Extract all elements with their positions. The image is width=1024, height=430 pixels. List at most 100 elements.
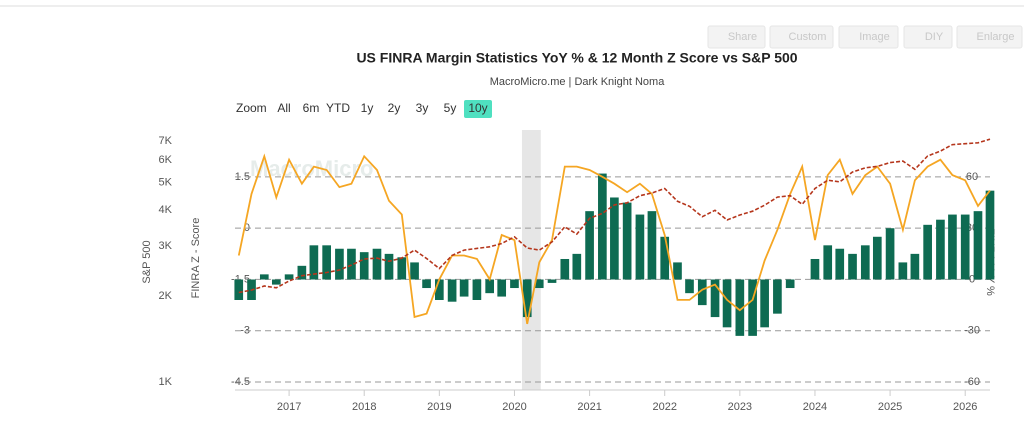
- x-tick-label: 2019: [427, 401, 451, 413]
- bar: [472, 279, 482, 300]
- bar: [748, 279, 757, 336]
- bar: [598, 173, 607, 280]
- bar: [547, 279, 557, 283]
- bar: [898, 262, 908, 280]
- y-tick-label: 7K: [159, 135, 173, 147]
- bar: [585, 211, 594, 280]
- bar: [459, 279, 469, 297]
- bar: [647, 211, 657, 280]
- bar: [948, 214, 957, 280]
- toolbar-label[interactable]: Image: [859, 31, 890, 43]
- x-tick-label: 2017: [277, 401, 301, 413]
- bar: [685, 279, 694, 294]
- toolbar-button[interactable]: [956, 25, 1023, 49]
- range-button-active[interactable]: [464, 100, 492, 118]
- range-button[interactable]: YTD: [326, 101, 350, 115]
- bar: [447, 279, 457, 302]
- x-tick-label: 2023: [728, 401, 752, 413]
- bar: [823, 245, 833, 280]
- x-tick-label: 2021: [577, 401, 601, 413]
- bar: [785, 279, 795, 289]
- bar: [347, 248, 356, 280]
- bar: [284, 274, 294, 280]
- x-tick-label: 2020: [502, 401, 526, 413]
- x-tick-label: 2022: [652, 401, 676, 413]
- bar: [635, 214, 645, 280]
- toolbar-label[interactable]: DIY: [925, 31, 944, 43]
- y-tick-label: 3K: [159, 240, 173, 252]
- chart-title: US FINRA Margin Statistics YoY % & 12 Mo…: [356, 50, 797, 66]
- bar: [848, 253, 857, 280]
- bar: [335, 248, 344, 280]
- bar: [259, 274, 269, 280]
- bar: [372, 248, 382, 280]
- bar: [234, 279, 244, 300]
- y2-tick-label: -30: [964, 325, 980, 337]
- bar: [560, 258, 570, 280]
- y-tick-label: 6K: [159, 154, 173, 166]
- bar: [697, 279, 707, 306]
- bar: [435, 279, 444, 300]
- toolbar-button[interactable]: [838, 25, 899, 49]
- bar: [660, 236, 670, 280]
- toolbar-button[interactable]: [769, 25, 834, 49]
- x-tick-label: 2018: [352, 401, 376, 413]
- bar: [410, 262, 419, 280]
- bar: [936, 219, 945, 280]
- bar: [860, 245, 870, 280]
- toolbar-label[interactable]: Share: [728, 31, 757, 43]
- y2-tick-label: 0: [969, 273, 975, 285]
- bar: [522, 279, 532, 318]
- y2-tick-label: -60: [964, 376, 980, 388]
- bar: [397, 257, 407, 280]
- toolbar-button[interactable]: [903, 25, 953, 49]
- z-axis-title: FINRA Z - Score: [190, 218, 202, 299]
- bar: [835, 248, 845, 280]
- y-tick-label: 4K: [159, 204, 173, 216]
- x-tick-label: 2024: [803, 401, 827, 413]
- range-button[interactable]: 1y: [361, 101, 374, 115]
- bar: [923, 224, 932, 280]
- bar: [735, 279, 745, 336]
- toolbar-label[interactable]: Custom: [789, 31, 827, 43]
- bar: [985, 190, 995, 280]
- range-button[interactable]: All: [277, 101, 290, 115]
- bar: [872, 236, 882, 280]
- bar: [910, 253, 920, 280]
- bar: [572, 253, 582, 280]
- bar: [297, 265, 307, 280]
- y-tick-label: 5K: [159, 177, 173, 189]
- bar: [309, 245, 319, 280]
- x-tick-label: 2025: [878, 401, 902, 413]
- zoom-label: Zoom: [236, 101, 267, 115]
- bar: [722, 279, 732, 328]
- bar: [773, 279, 782, 314]
- bar: [973, 211, 983, 280]
- chart-subtitle: MacroMicro.me | Dark Knight Noma: [490, 76, 666, 88]
- bar: [485, 279, 495, 294]
- range-button[interactable]: 5y: [444, 101, 457, 115]
- y-axis-title: S&P 500: [141, 240, 153, 283]
- toolbar-label[interactable]: Enlarge: [977, 31, 1015, 43]
- y2-tick-label: 60: [966, 171, 978, 183]
- dashed-line: [238, 138, 991, 294]
- y-tick-label: 1K: [159, 376, 173, 388]
- range-button[interactable]: 6m: [303, 101, 320, 115]
- toolbar-button[interactable]: [707, 25, 766, 49]
- y-tick-label: 2K: [159, 290, 173, 302]
- bar: [422, 279, 431, 289]
- bar: [710, 279, 720, 318]
- shade-band: [521, 130, 541, 390]
- bar: [622, 202, 632, 280]
- range-button[interactable]: 10y: [468, 101, 487, 115]
- z-tick-label: 1.5: [235, 171, 250, 183]
- bar: [510, 279, 519, 289]
- bar: [810, 258, 820, 280]
- bar: [760, 279, 769, 328]
- range-button[interactable]: 3y: [416, 101, 429, 115]
- bar: [497, 279, 507, 297]
- bar: [271, 279, 281, 285]
- range-button[interactable]: 2y: [388, 101, 401, 115]
